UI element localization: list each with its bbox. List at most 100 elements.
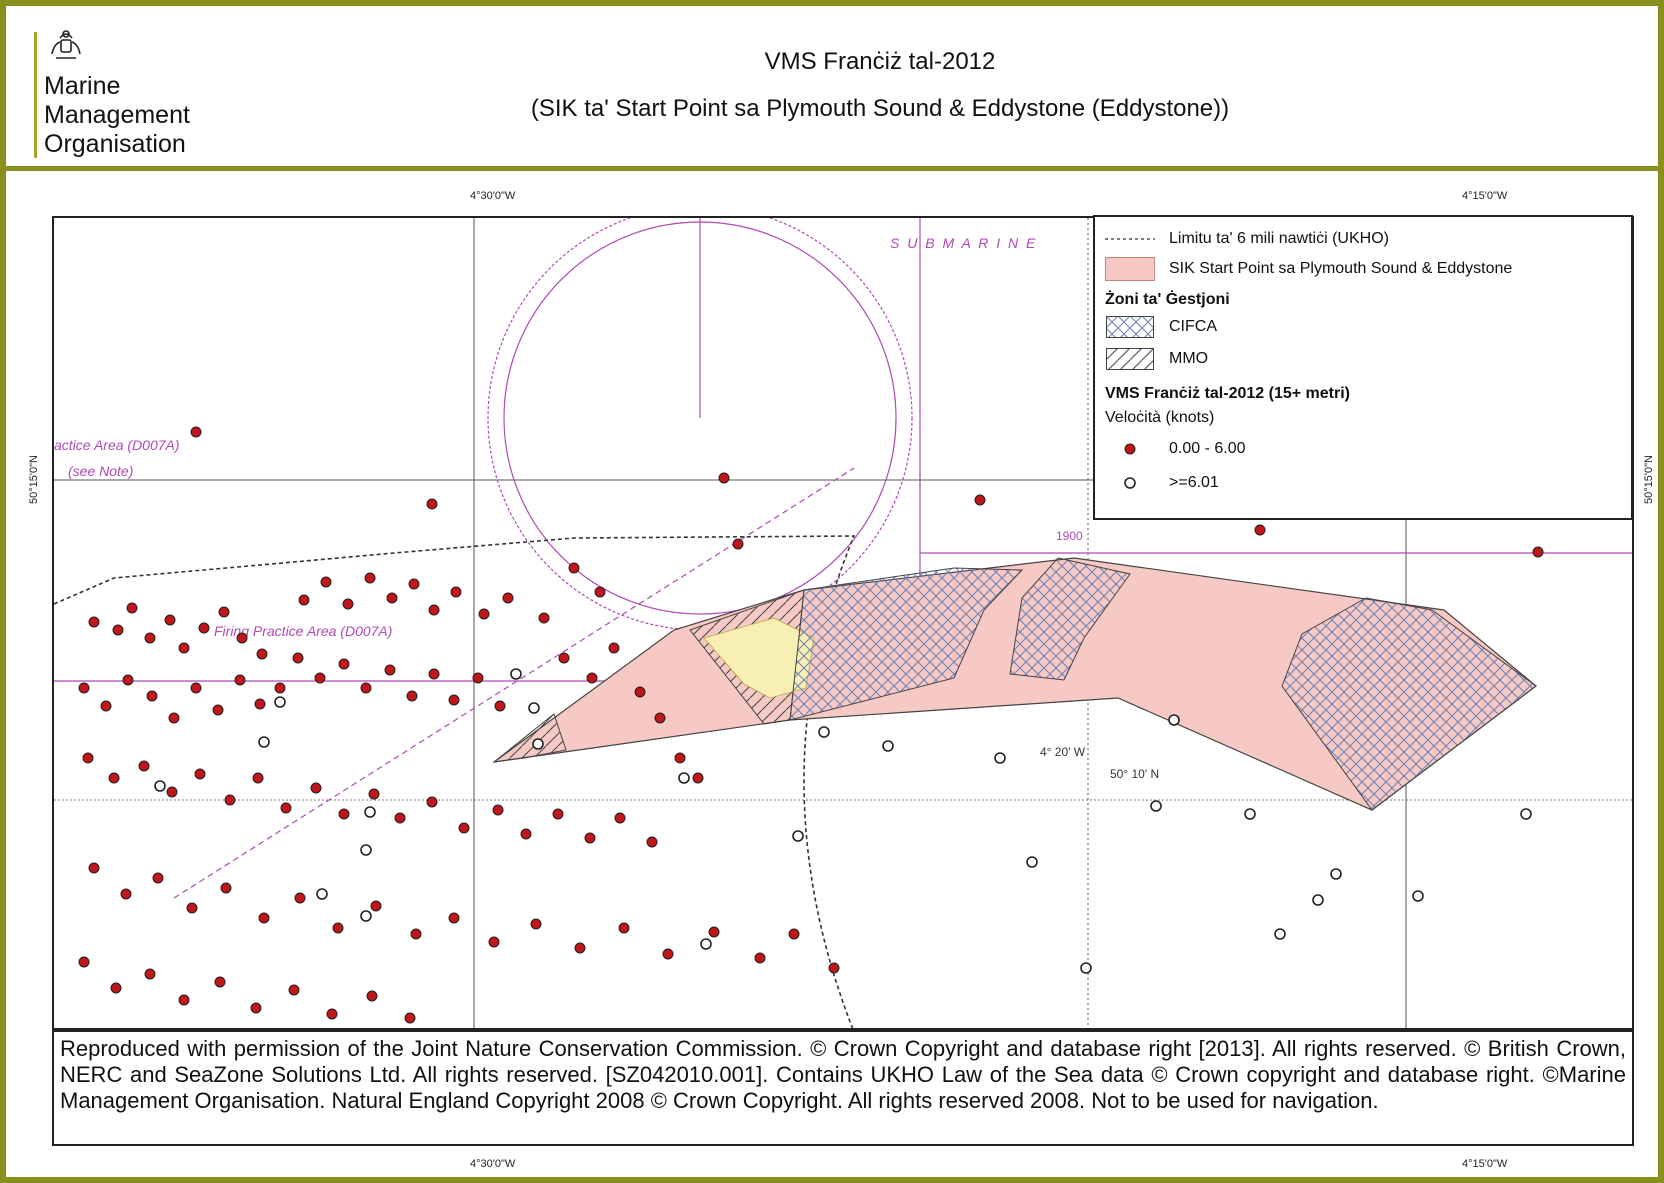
vms-point	[314, 672, 326, 684]
org-name-line1: Marine	[44, 72, 121, 100]
vms-point-fast	[1026, 856, 1038, 868]
coord-right-lat: 50°15'0"N	[1643, 455, 1655, 504]
vms-point	[646, 836, 658, 848]
org-name-line2: Management	[44, 101, 190, 129]
vms-point-fast	[364, 806, 376, 818]
vms-point-fast	[882, 740, 894, 752]
vms-point-fast	[818, 726, 830, 738]
vms-point	[214, 976, 226, 988]
vms-point-fast	[532, 738, 544, 750]
legend-zones-heading: Żoni ta' Ġestjoni	[1105, 291, 1230, 308]
vms-point	[662, 948, 674, 960]
red-dot-icon	[1124, 443, 1136, 455]
org-name-line3: Organisation	[44, 130, 186, 158]
map-title: VMS Franċiż tal-2012	[764, 48, 996, 75]
vms-point	[386, 592, 398, 604]
vms-point	[426, 498, 438, 510]
vms-point	[292, 652, 304, 664]
vms-point	[828, 962, 840, 974]
coord-top-left: 4°30'0"W	[470, 190, 516, 202]
vms-point	[112, 624, 124, 636]
legend-item-mmo: MMO	[1105, 347, 1208, 371]
vms-point	[366, 990, 378, 1002]
header-divider	[6, 166, 1658, 171]
vms-point	[1254, 524, 1266, 536]
vms-point	[428, 668, 440, 680]
practice-area-label: actice Area (D007A)	[54, 437, 180, 453]
vms-point	[410, 928, 422, 940]
vms-point	[164, 614, 176, 626]
vms-point	[530, 918, 542, 930]
vms-point	[126, 602, 138, 614]
vms-point	[492, 804, 504, 816]
vms-point	[368, 788, 380, 800]
vms-point	[370, 900, 382, 912]
copyright-credits: Reproduced with permission of the Joint …	[52, 1030, 1634, 1146]
vms-point	[448, 912, 460, 924]
dashed-line-icon	[1105, 238, 1155, 240]
legend-sac-label: SIK Start Point sa Plymouth Sound & Eddy…	[1169, 260, 1513, 277]
vms-point-fast	[1274, 928, 1286, 940]
vms-point-fast	[258, 736, 270, 748]
cifca-zone-1	[789, 567, 1024, 721]
vms-point-fast	[1330, 868, 1342, 880]
vms-point-fast	[1168, 714, 1180, 726]
vms-point-fast	[1244, 808, 1256, 820]
vms-point	[394, 812, 406, 824]
vms-point	[574, 942, 586, 954]
logo-bar	[34, 32, 37, 158]
vms-point	[78, 956, 90, 968]
coord-bottom-left: 4°30'0"W	[470, 1158, 516, 1170]
vms-point	[168, 712, 180, 724]
vms-point	[974, 494, 986, 506]
vms-point	[338, 808, 350, 820]
vms-point	[254, 698, 266, 710]
sac-swatch-icon	[1105, 257, 1155, 281]
vms-point-fast	[678, 772, 690, 784]
coord-left-lat: 50°15'0"N	[28, 455, 40, 504]
vms-point	[408, 578, 420, 590]
vms-point	[634, 686, 646, 698]
mmo-zone-west	[492, 713, 567, 763]
vms-point	[332, 922, 344, 934]
vms-point	[488, 936, 500, 948]
vms-point	[458, 822, 470, 834]
vms-point	[220, 882, 232, 894]
royal-crest-icon	[51, 30, 81, 59]
vms-points-fast	[154, 668, 1532, 974]
cifca-zone-3	[1281, 597, 1537, 811]
vms-point	[364, 572, 376, 584]
nautical-chart: actice Area (D007A) (see Note) Firing Pr…	[52, 216, 1634, 1030]
vms-point-fast	[274, 696, 286, 708]
legend-item-boundary: Limitu ta' 6 mili nawtiċi (UKHO)	[1105, 227, 1389, 251]
vms-point-fast	[510, 668, 522, 680]
map-subtitle: (SIK ta' Start Point sa Plymouth Sound &…	[530, 95, 1230, 122]
firing-area-label: Firing Practice Area (D007A)	[214, 623, 392, 639]
vms-point	[618, 922, 630, 934]
vms-point	[404, 1012, 416, 1024]
vms-point-fast	[1412, 890, 1424, 902]
vms-point	[552, 808, 564, 820]
vms-point	[234, 674, 246, 686]
legend-item-fast: >=6.01	[1105, 471, 1219, 495]
legend-fast-label: >=6.01	[1169, 474, 1219, 491]
vms-point	[586, 672, 598, 684]
vms-point-fast	[1150, 800, 1162, 812]
vms-point-fast	[994, 752, 1006, 764]
vms-point	[472, 672, 484, 684]
vms-point	[224, 794, 236, 806]
legend-speed-heading: Veloċità (knots)	[1105, 409, 1215, 426]
white-dot-icon	[1124, 477, 1136, 489]
coord-bottom-right: 4°15'0"W	[1462, 1158, 1508, 1170]
coord-top-right: 4°15'0"W	[1462, 190, 1508, 202]
vms-point	[674, 752, 686, 764]
vms-point	[218, 606, 230, 618]
vms-point	[294, 892, 306, 904]
vms-point	[594, 586, 606, 598]
map-legend: Limitu ta' 6 mili nawtiċi (UKHO) SIK Sta…	[1093, 215, 1633, 520]
vms-point	[788, 928, 800, 940]
vms-point	[250, 1002, 262, 1014]
vms-point	[520, 828, 532, 840]
vms-point	[754, 952, 766, 964]
vms-point	[190, 682, 202, 694]
